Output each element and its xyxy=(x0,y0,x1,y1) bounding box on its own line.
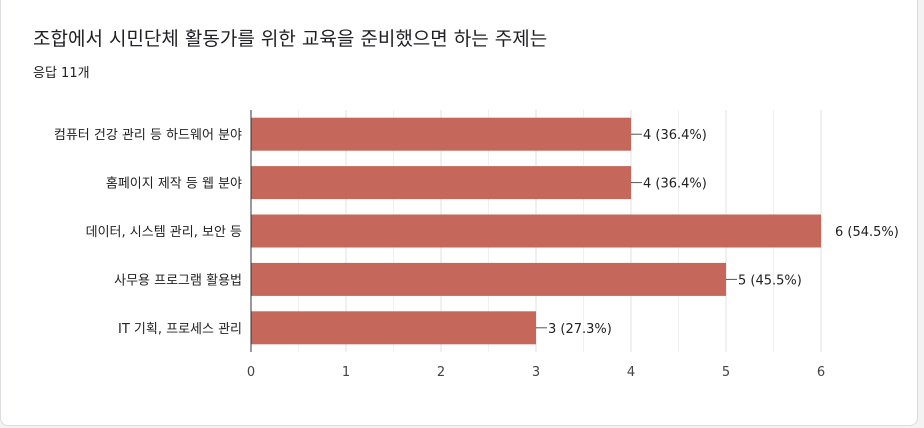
chart-bars xyxy=(251,117,821,345)
bar xyxy=(251,166,631,200)
bar xyxy=(251,311,536,345)
x-tick-label: 2 xyxy=(437,365,445,380)
category-label: 컴퓨터 건강 관리 등 하드웨어 분야 xyxy=(54,128,242,143)
question-title: 조합에서 시민단체 활동가를 위한 교육을 준비했으면 하는 주제는 xyxy=(33,28,548,50)
category-label: IT 기획, 프로세스 관리 xyxy=(118,322,242,337)
x-tick-label: 3 xyxy=(532,365,540,380)
bar xyxy=(251,262,726,296)
category-label: 홈페이지 제작 등 웹 분야 xyxy=(106,177,242,192)
chart-axis: 0 1 2 3 4 5 6 xyxy=(247,110,825,380)
chart-labels: 컴퓨터 건강 관리 등 하드웨어 분야 4 (36.4%) 홈페이지 제작 등 웹 … xyxy=(54,128,899,337)
data-label: 4 (36.4%) xyxy=(643,128,707,143)
x-tick-label: 4 xyxy=(627,365,635,380)
response-count: 응답 11개 xyxy=(33,66,90,81)
data-label: 4 (36.4%) xyxy=(643,177,707,192)
x-tick-label: 1 xyxy=(342,365,350,380)
x-tick-label: 0 xyxy=(247,365,255,380)
data-label: 6 (54.5%) xyxy=(835,225,899,240)
data-label: 3 (27.3%) xyxy=(548,322,612,337)
bar xyxy=(251,117,631,151)
x-tick-label: 5 xyxy=(722,365,730,380)
data-label: 5 (45.5%) xyxy=(738,273,802,288)
category-label: 사무용 프로그램 활용법 xyxy=(114,273,242,288)
x-tick-label: 6 xyxy=(817,365,825,380)
bar xyxy=(251,214,821,248)
category-label: 데이터, 시스템 관리, 보안 등 xyxy=(86,225,242,240)
